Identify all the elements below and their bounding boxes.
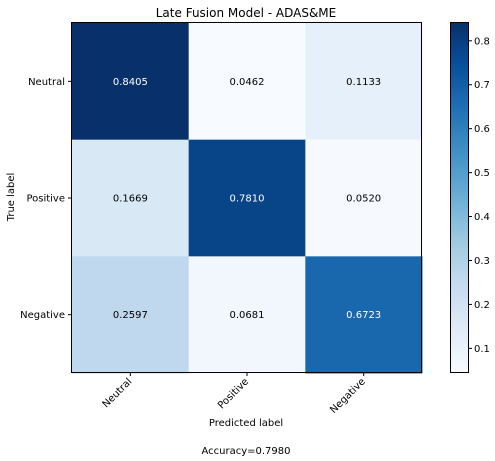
colorbar-tick-label: 0.7: [474, 80, 490, 91]
chart-title: Late Fusion Model - ADAS&ME: [156, 6, 337, 20]
heatmap-cell-labels: 0.8405 0.0462 0.1133 0.1669 0.7810 0.0520 0.25…: [113, 77, 381, 321]
y-axis-label: True label: [6, 173, 17, 223]
heatmap-cell: [72, 23, 190, 141]
x-tick-label: Negative: [328, 376, 368, 416]
x-axis-label: Predicted label: [209, 418, 283, 429]
heatmap-cell: [305, 256, 423, 374]
accuracy-caption: Accuracy=0.7980: [201, 446, 290, 457]
y-tick-label: Positive: [26, 194, 65, 205]
cell-value-label: 0.0520: [346, 194, 381, 205]
colorbar-tick-label: 0.1: [474, 344, 490, 355]
plot-frame: [71, 22, 422, 373]
x-tick-label: Neutral: [101, 376, 135, 410]
cell-value-label: 0.1669: [113, 194, 148, 205]
y-tick-label: Negative: [20, 310, 65, 321]
heatmap-cells: [72, 23, 423, 374]
colorbar: [450, 22, 469, 373]
x-tick-label: Positive: [216, 376, 251, 411]
colorbar-ticks: 0.1 0.2 0.3 0.4 0.5 0.6 0.7 0.8: [468, 36, 490, 355]
heatmap-cell: [188, 23, 306, 141]
cell-value-label: 0.1133: [346, 77, 381, 88]
heatmap-cell: [305, 23, 423, 141]
colorbar-tick-label: 0.5: [474, 168, 490, 179]
heatmap-cell: [188, 256, 306, 374]
colorbar-tick-label: 0.4: [474, 212, 490, 223]
y-tick-label: Neutral: [28, 77, 65, 88]
heatmap-cell: [188, 139, 306, 257]
colorbar-tick-label: 0.8: [474, 36, 490, 47]
heatmap-cell: [72, 256, 190, 374]
heatmap-cell: [72, 139, 190, 257]
x-tick-labels: Neutral Positive Negative: [101, 372, 368, 416]
colorbar-tick-label: 0.3: [474, 256, 490, 267]
cell-value-label: 0.6723: [346, 310, 381, 321]
heatmap-cell: [305, 139, 423, 257]
cell-value-label: 0.0681: [230, 310, 265, 321]
colorbar-tick-label: 0.2: [474, 300, 490, 311]
y-tick-labels: Neutral Positive Negative: [20, 77, 72, 321]
cell-value-label: 0.2597: [113, 310, 148, 321]
cell-value-label: 0.8405: [113, 77, 148, 88]
cell-value-label: 0.7810: [230, 194, 265, 205]
cell-value-label: 0.0462: [230, 77, 265, 88]
colorbar-tick-label: 0.6: [474, 124, 490, 135]
